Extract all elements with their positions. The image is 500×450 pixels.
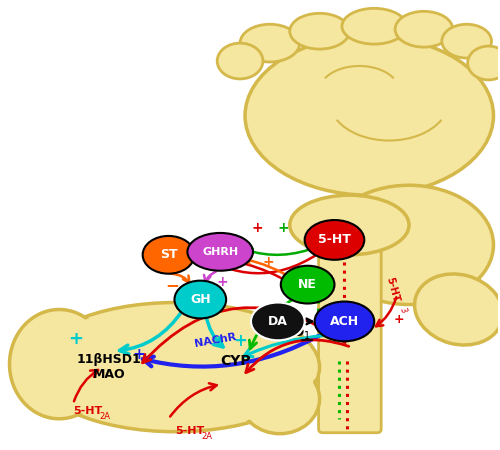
FancyArrowPatch shape [143, 336, 319, 367]
Ellipse shape [468, 46, 500, 80]
Text: 3: 3 [397, 306, 407, 314]
Ellipse shape [251, 302, 304, 340]
Ellipse shape [240, 364, 320, 434]
Text: NE: NE [298, 278, 317, 291]
Ellipse shape [188, 233, 253, 271]
Text: −: − [225, 251, 239, 269]
FancyArrowPatch shape [172, 274, 190, 283]
FancyArrowPatch shape [246, 340, 348, 373]
Text: 2A: 2A [99, 412, 110, 421]
Text: +: + [68, 330, 84, 348]
FancyArrowPatch shape [250, 296, 299, 349]
Text: 5-HT: 5-HT [318, 234, 351, 247]
FancyArrowPatch shape [246, 246, 319, 255]
FancyArrowPatch shape [142, 308, 345, 363]
FancyArrowPatch shape [206, 314, 223, 347]
Text: 2A: 2A [202, 432, 212, 441]
Ellipse shape [342, 9, 406, 44]
Text: +: + [251, 221, 263, 235]
Text: GH: GH [190, 293, 210, 306]
Text: GHRH: GHRH [202, 247, 238, 257]
Ellipse shape [414, 274, 500, 345]
FancyArrowPatch shape [200, 249, 324, 273]
FancyArrowPatch shape [196, 254, 292, 284]
Ellipse shape [314, 302, 374, 341]
Ellipse shape [34, 306, 317, 429]
FancyArrowPatch shape [74, 370, 98, 401]
Text: ACH: ACH [330, 315, 359, 328]
Ellipse shape [240, 24, 300, 62]
Text: ST: ST [160, 248, 178, 261]
FancyArrowPatch shape [204, 272, 216, 282]
Text: MAO: MAO [92, 368, 125, 381]
Ellipse shape [174, 281, 226, 319]
Text: 5-HT: 5-HT [384, 276, 400, 303]
FancyBboxPatch shape [318, 226, 381, 433]
Ellipse shape [281, 266, 334, 303]
Ellipse shape [290, 195, 409, 255]
Text: +: + [262, 255, 274, 269]
FancyArrowPatch shape [244, 257, 296, 280]
Text: DA: DA [268, 315, 288, 328]
Ellipse shape [290, 14, 350, 49]
Ellipse shape [142, 236, 195, 274]
Text: +: + [216, 274, 228, 288]
Text: CYP: CYP [220, 354, 250, 368]
FancyArrowPatch shape [244, 336, 324, 357]
Text: NAChR: NAChR [194, 332, 237, 349]
Text: 5-HT: 5-HT [73, 406, 102, 416]
Ellipse shape [324, 185, 494, 305]
FancyArrowPatch shape [120, 310, 183, 354]
Ellipse shape [12, 312, 106, 416]
Text: +: + [278, 221, 289, 235]
Text: +: + [132, 346, 145, 362]
FancyArrowPatch shape [376, 297, 396, 326]
Text: 1: 1 [304, 331, 310, 341]
FancyArrowPatch shape [170, 383, 216, 417]
Ellipse shape [217, 43, 263, 79]
Ellipse shape [304, 220, 364, 260]
Text: 5-HT: 5-HT [176, 426, 204, 436]
Text: +: + [233, 332, 247, 350]
Text: +: + [394, 313, 404, 326]
Ellipse shape [10, 310, 109, 419]
Ellipse shape [32, 302, 320, 432]
Text: −: − [166, 276, 179, 294]
Ellipse shape [442, 24, 492, 58]
Text: D: D [294, 326, 304, 339]
Ellipse shape [245, 36, 494, 195]
Ellipse shape [395, 11, 452, 47]
Text: 11βHSD1: 11βHSD1 [76, 353, 142, 366]
